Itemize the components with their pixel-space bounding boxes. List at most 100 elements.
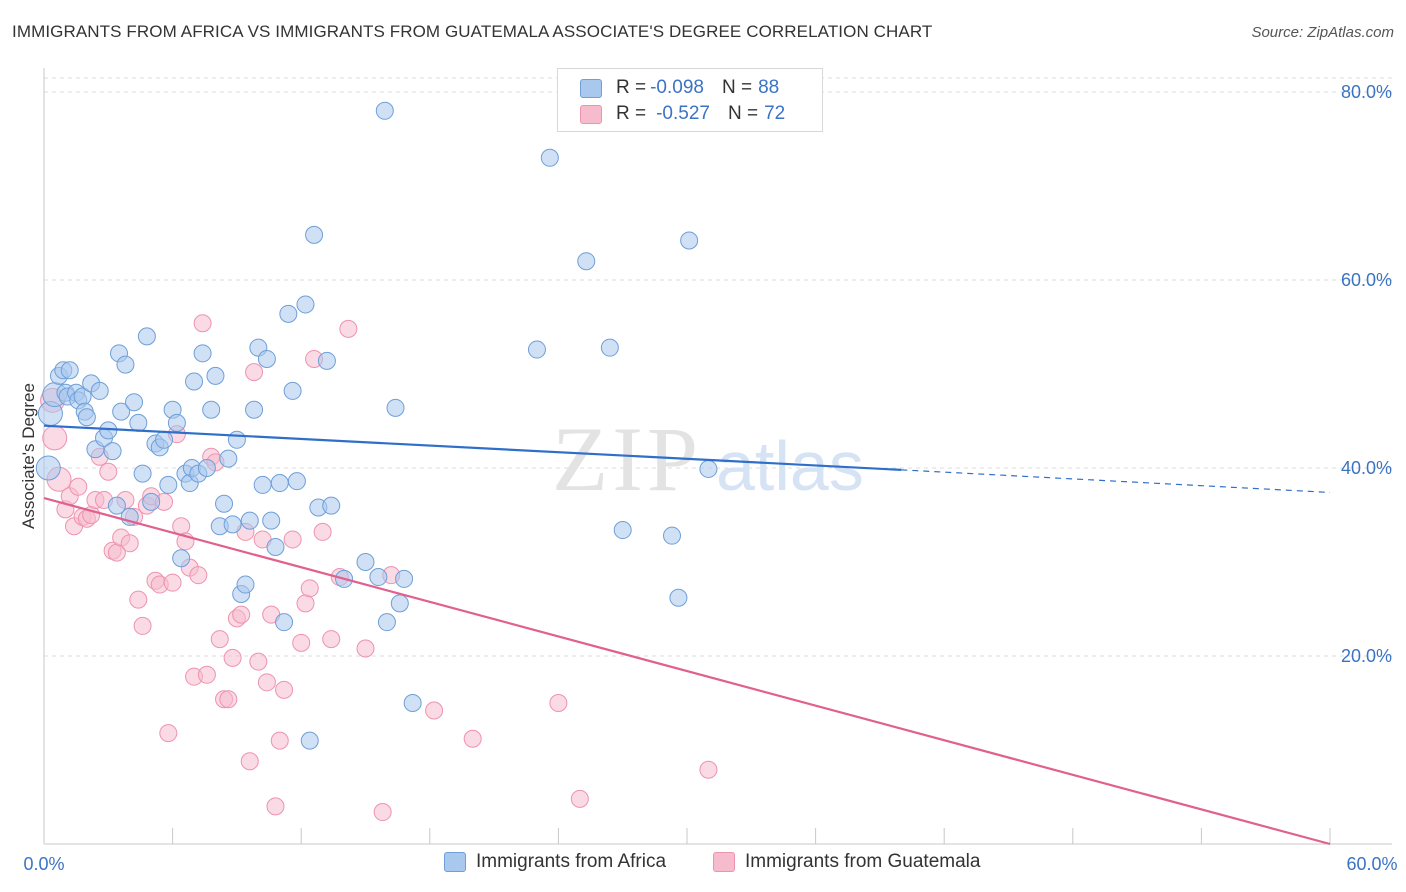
guatemala-point	[223, 648, 242, 667]
africa-point	[236, 575, 255, 594]
guatemala-point	[240, 752, 259, 771]
legend-item-africa[interactable]: Immigrants from Africa	[444, 851, 666, 873]
chart-title: IMMIGRANTS FROM AFRICA VS IMMIGRANTS FRO…	[12, 22, 933, 41]
tick-labels: 20.0% 40.0% 60.0% 80.0% 0.0% 60.0%	[23, 82, 1397, 874]
y-tick-label: 20.0%	[1341, 646, 1392, 666]
africa-point	[125, 393, 144, 412]
guatemala-point	[163, 573, 182, 592]
y-tick-label: 80.0%	[1341, 82, 1392, 102]
africa-point	[223, 515, 242, 534]
guatemala-point	[463, 729, 482, 748]
correlation-legend: R = -0.098 N = 88 R = -0.527 N = 72	[557, 68, 823, 132]
africa-point	[172, 549, 191, 568]
africa-point	[60, 361, 79, 380]
guatemala-point	[219, 690, 238, 709]
guatemala-point	[270, 731, 289, 750]
y-tick-label: 40.0%	[1341, 458, 1392, 478]
r-label: R =	[616, 77, 647, 98]
africa-point	[680, 231, 699, 250]
guatemala-point	[245, 363, 264, 382]
africa-point	[375, 101, 394, 120]
guatemala-point	[249, 652, 268, 671]
africa-point	[133, 464, 152, 483]
trend-lines	[43, 424, 1331, 846]
source-label: Source: ZipAtlas.com	[1251, 24, 1394, 41]
africa-point	[167, 413, 186, 432]
africa-point	[129, 413, 148, 432]
africa-point	[103, 442, 122, 461]
africa-point	[300, 731, 319, 750]
africa-swatch	[580, 78, 602, 98]
africa-point	[275, 613, 294, 632]
africa-point	[662, 526, 681, 545]
guatemala-point	[129, 590, 148, 609]
africa-point	[142, 492, 161, 511]
series-africa-points	[35, 101, 718, 750]
africa-point	[107, 496, 126, 515]
africa-point	[206, 366, 225, 385]
guatemala-point	[193, 314, 212, 333]
africa-point	[197, 459, 216, 477]
n-value: 72	[764, 103, 786, 124]
africa-point	[296, 295, 315, 314]
legend-row-guatemala: R = -0.527 N = 72	[580, 101, 785, 127]
guatemala-point	[699, 760, 718, 779]
guatemala-point	[189, 566, 208, 585]
africa-point	[227, 430, 246, 449]
series-legend: Immigrants from Africa Immigrants from G…	[0, 851, 1406, 879]
guatemala-point	[296, 594, 315, 613]
africa-point	[395, 569, 414, 588]
africa-point	[377, 613, 396, 632]
africa-point	[317, 351, 336, 370]
africa-point	[322, 496, 341, 515]
africa-point	[137, 327, 156, 346]
africa-point	[669, 588, 688, 607]
africa-point	[613, 521, 632, 540]
africa-point	[202, 400, 221, 419]
africa-point	[116, 355, 135, 374]
guatemala-point	[232, 605, 251, 624]
x-tick-label: 60.0%	[1346, 854, 1397, 874]
y-axis-label: Associate's Degree	[19, 383, 38, 529]
guatemala-point	[42, 425, 68, 451]
africa-point	[390, 594, 409, 613]
guatemala-point	[210, 630, 229, 649]
africa-trend-extension	[901, 469, 1331, 494]
africa-point	[369, 568, 388, 587]
africa-point	[403, 694, 422, 712]
africa-point	[356, 553, 375, 571]
gridlines	[44, 77, 1392, 657]
guatemala-swatch	[580, 104, 602, 124]
guatemala-point	[339, 319, 358, 338]
n-value: 88	[758, 77, 780, 98]
africa-point	[527, 340, 546, 359]
series-guatemala-points	[40, 314, 718, 822]
guatemala-point	[275, 680, 294, 699]
africa-point	[600, 338, 619, 357]
r-value: -0.527	[656, 103, 710, 124]
guatemala-point	[549, 694, 568, 712]
guatemala-point	[197, 665, 216, 684]
r-label: R =	[616, 103, 647, 124]
n-label: N =	[727, 103, 759, 124]
legend-item-guatemala[interactable]: Immigrants from Guatemala	[713, 851, 980, 873]
africa-point	[253, 475, 272, 494]
africa-point	[240, 511, 259, 530]
africa-point	[193, 344, 212, 363]
africa-trend-line	[43, 424, 902, 471]
africa-point	[77, 408, 96, 427]
guatemala-trend-line	[43, 497, 1331, 846]
guatemala-point	[69, 477, 88, 496]
guatemala-point	[257, 673, 276, 692]
africa-swatch	[444, 852, 466, 872]
guatemala-point	[120, 534, 139, 553]
africa-point	[279, 304, 298, 323]
africa-point	[112, 402, 131, 421]
africa-point	[215, 494, 234, 513]
n-label: N =	[721, 77, 753, 98]
africa-point	[155, 430, 174, 449]
guatemala-swatch	[713, 852, 735, 872]
africa-point	[386, 398, 405, 417]
africa-point	[262, 511, 281, 530]
africa-point	[185, 372, 204, 391]
